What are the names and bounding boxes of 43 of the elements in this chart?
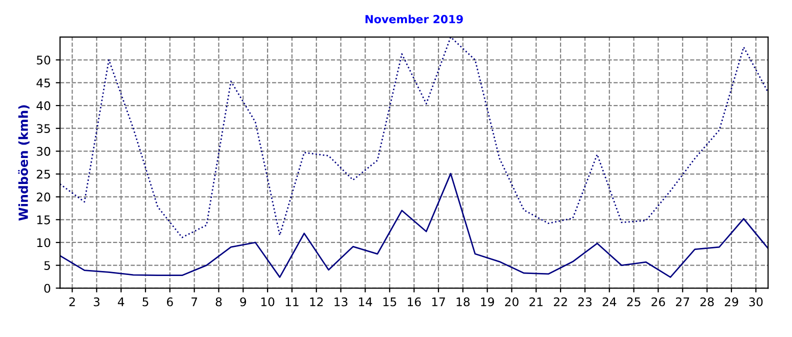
x-tick-label: 6 — [166, 297, 173, 306]
y-tick-label: 0 — [44, 284, 50, 293]
x-tick-label: 8 — [216, 297, 222, 306]
x-tick-label: 15 — [383, 298, 396, 306]
x-tick-label: 24 — [602, 297, 616, 306]
x-tick-label: 22 — [554, 297, 567, 306]
x-tick-label: 18 — [456, 297, 470, 306]
x-tick-label: 10 — [261, 297, 274, 306]
x-tick-label: 19 — [481, 297, 494, 306]
line-series — [60, 172, 768, 278]
x-tick-label: 12 — [310, 297, 323, 306]
x-tick-label: 14 — [359, 298, 372, 306]
x-tick-label: 3 — [94, 297, 100, 306]
y-tick-label: 25 — [36, 170, 50, 179]
x-tick-label: 16 — [408, 297, 421, 306]
x-tick-label: 7 — [192, 298, 198, 306]
y-tick-label: 5 — [44, 261, 50, 270]
y-tick-label: 30 — [36, 146, 50, 156]
x-tick-label: 28 — [700, 297, 714, 306]
x-tick-label: 21 — [529, 297, 543, 306]
y-tick-label: 35 — [36, 124, 50, 134]
x-tick-label: 11 — [286, 298, 298, 306]
x-tick-label: 27 — [676, 297, 690, 306]
x-tick-label: 9 — [240, 297, 246, 306]
x-tick-label: 26 — [652, 297, 665, 306]
chart-title: November 2019 — [366, 14, 463, 24]
x-tick-label: 23 — [578, 297, 592, 306]
y-tick-label: 45 — [36, 78, 50, 88]
y-tick-label: 15 — [37, 216, 50, 224]
x-tick-label: 2 — [69, 297, 75, 306]
y-axis-title: Windböen (kmh) — [18, 105, 30, 221]
x-tick-label: 4 — [118, 298, 124, 306]
x-tick-label: 17 — [432, 298, 445, 306]
y-tick-label: 50 — [36, 56, 50, 65]
y-tick-label: 10 — [37, 238, 50, 248]
y-tick-label: 40 — [36, 101, 50, 110]
x-tick-label: 5 — [142, 298, 148, 306]
y-tick-label: 20 — [36, 192, 50, 202]
x-tick-label: 29 — [724, 297, 738, 306]
x-tick-label: 20 — [505, 297, 518, 306]
x-tick-label: 13 — [334, 297, 348, 306]
x-tick-label: 25 — [627, 297, 640, 306]
x-tick-label: 30 — [749, 297, 763, 306]
